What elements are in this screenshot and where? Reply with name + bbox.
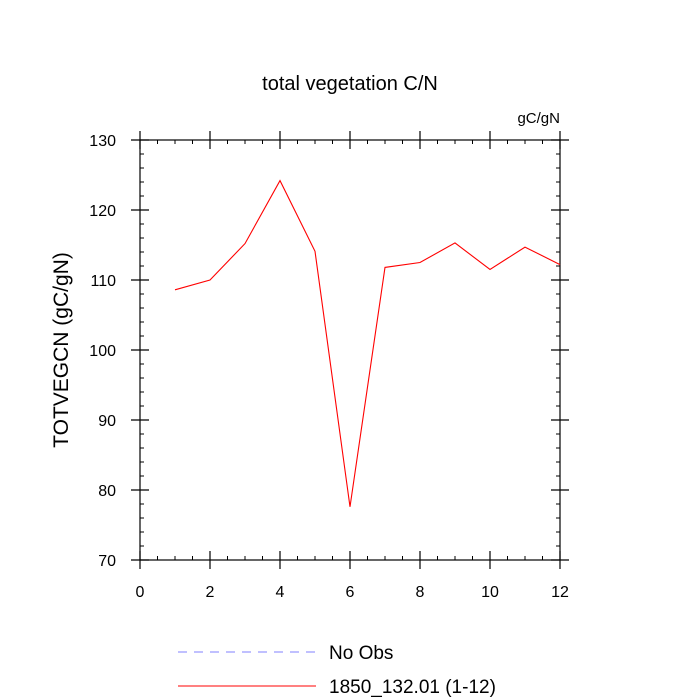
x-tick-label: 0 bbox=[136, 584, 145, 601]
x-tick-label: 4 bbox=[276, 584, 285, 601]
x-tick-label: 6 bbox=[346, 584, 355, 601]
plot-frame bbox=[139, 139, 561, 561]
y-tick-label: 130 bbox=[89, 133, 116, 150]
series-lines bbox=[174, 179, 561, 507]
x-tick-label: 2 bbox=[206, 584, 215, 601]
x-tick-label: 10 bbox=[481, 584, 499, 601]
chart-title: total vegetation C/N bbox=[262, 73, 438, 95]
x-tick-label: 12 bbox=[551, 584, 569, 601]
legend-label-0: No Obs bbox=[329, 643, 393, 664]
y-tick-label: 100 bbox=[89, 343, 116, 360]
axis-ticks bbox=[131, 131, 569, 569]
y-tick-label: 70 bbox=[98, 553, 116, 570]
y-axis-label: TOTVEGCN (gC/gN) bbox=[50, 252, 73, 448]
y-tick-label: 120 bbox=[89, 203, 116, 220]
x-tick-label: 8 bbox=[416, 584, 425, 601]
y-tick-label: 80 bbox=[98, 483, 116, 500]
series-line-1 bbox=[174, 179, 561, 507]
units-label: gC/gN bbox=[517, 110, 560, 127]
y-tick-label: 110 bbox=[90, 273, 116, 290]
tick-labels: 0 2 4 6 8 10 12 70 80 90 100 110 120 130 bbox=[89, 133, 569, 601]
y-tick-label: 90 bbox=[98, 413, 116, 430]
legend-label-1: 1850_132.01 (1-12) bbox=[329, 677, 496, 698]
legend: No Obs 1850_132.01 (1-12) bbox=[178, 643, 496, 698]
